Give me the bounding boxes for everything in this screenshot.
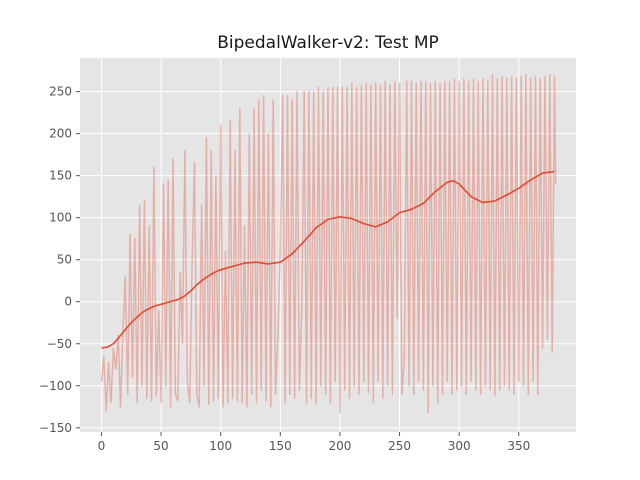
y-tick-label: 0 [64, 295, 72, 309]
x-tick-label: 100 [209, 439, 232, 453]
y-tick-label: 250 [49, 85, 72, 99]
y-tick-label: 200 [49, 127, 72, 141]
grid-lines [80, 58, 576, 432]
x-tick-label: 200 [328, 439, 351, 453]
x-tick-label: 250 [388, 439, 411, 453]
y-tick-label: 150 [49, 169, 72, 183]
y-tick-label: −50 [47, 337, 72, 351]
y-tick-label: 100 [49, 211, 72, 225]
x-tick-label: 300 [448, 439, 471, 453]
plot-area [80, 58, 576, 432]
x-axis: 0 50 100 150 200 250 300 350 [98, 432, 530, 453]
smoothed-series-line [101, 170, 555, 349]
chart-title: BipedalWalker-v2: Test MP [217, 33, 439, 53]
y-axis: −150 −100 −50 0 50 100 150 200 250 [39, 85, 80, 435]
y-tick-label: 50 [57, 253, 72, 267]
x-tick-label: 350 [507, 439, 530, 453]
x-tick-label: 50 [153, 439, 168, 453]
y-tick-label: −150 [39, 421, 72, 435]
raw-series-line [100, 74, 557, 414]
y-tick-label: −100 [39, 379, 72, 393]
series-group [100, 74, 557, 414]
x-tick-label: 0 [98, 439, 106, 453]
x-tick-label: 150 [269, 439, 292, 453]
